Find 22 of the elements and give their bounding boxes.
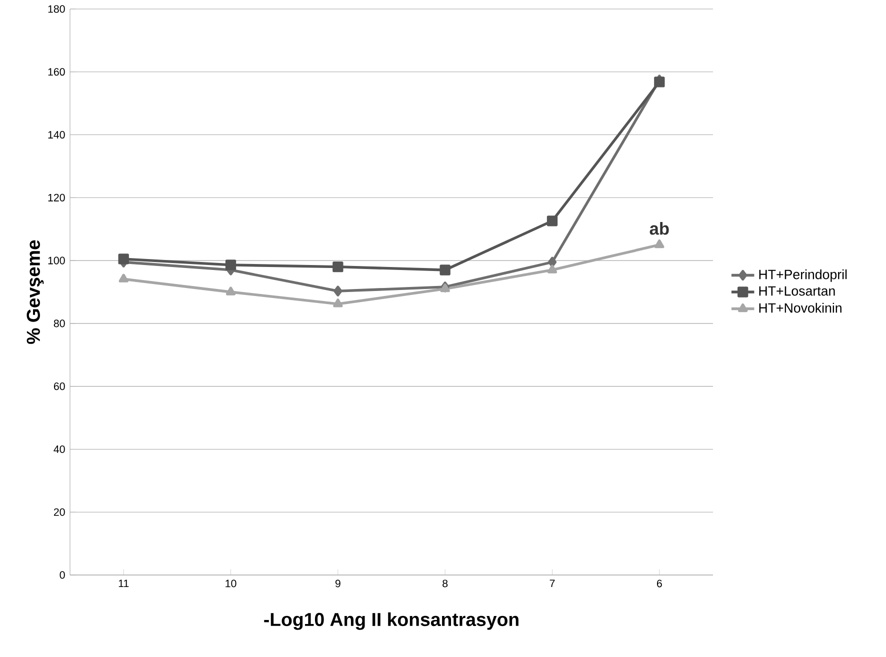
y-tick-label: 140	[48, 131, 65, 139]
x-axis-title: -Log10 Ang II konsantrasyon	[264, 612, 518, 630]
x-tick-label: 6	[656, 580, 662, 588]
legend-label: HT+Novokinin	[759, 302, 842, 313]
annotation: ab	[650, 222, 669, 235]
y-tick-label: 80	[54, 320, 65, 328]
y-tick-label: 20	[54, 508, 65, 516]
x-tick-label: 11	[118, 580, 129, 588]
y-tick-label: 40	[54, 445, 65, 453]
x-tick-label: 7	[550, 580, 555, 588]
x-tick-label: 10	[226, 580, 236, 588]
y-tick-label: 180	[48, 5, 65, 13]
x-tick-label: 8	[442, 580, 448, 588]
legend-label: HT+Perindopril	[759, 269, 847, 282]
y-tick-label: 60	[54, 382, 65, 390]
y-axis-title: % Gevşeme	[26, 240, 44, 344]
y-tick-label: 160	[48, 68, 65, 76]
y-tick-label: 120	[48, 194, 65, 202]
y-tick-label: 0	[60, 571, 65, 579]
x-tick-label: 9	[335, 580, 340, 588]
y-tick-label: 100	[48, 256, 65, 264]
legend-label: HT+Losartan	[759, 286, 835, 296]
